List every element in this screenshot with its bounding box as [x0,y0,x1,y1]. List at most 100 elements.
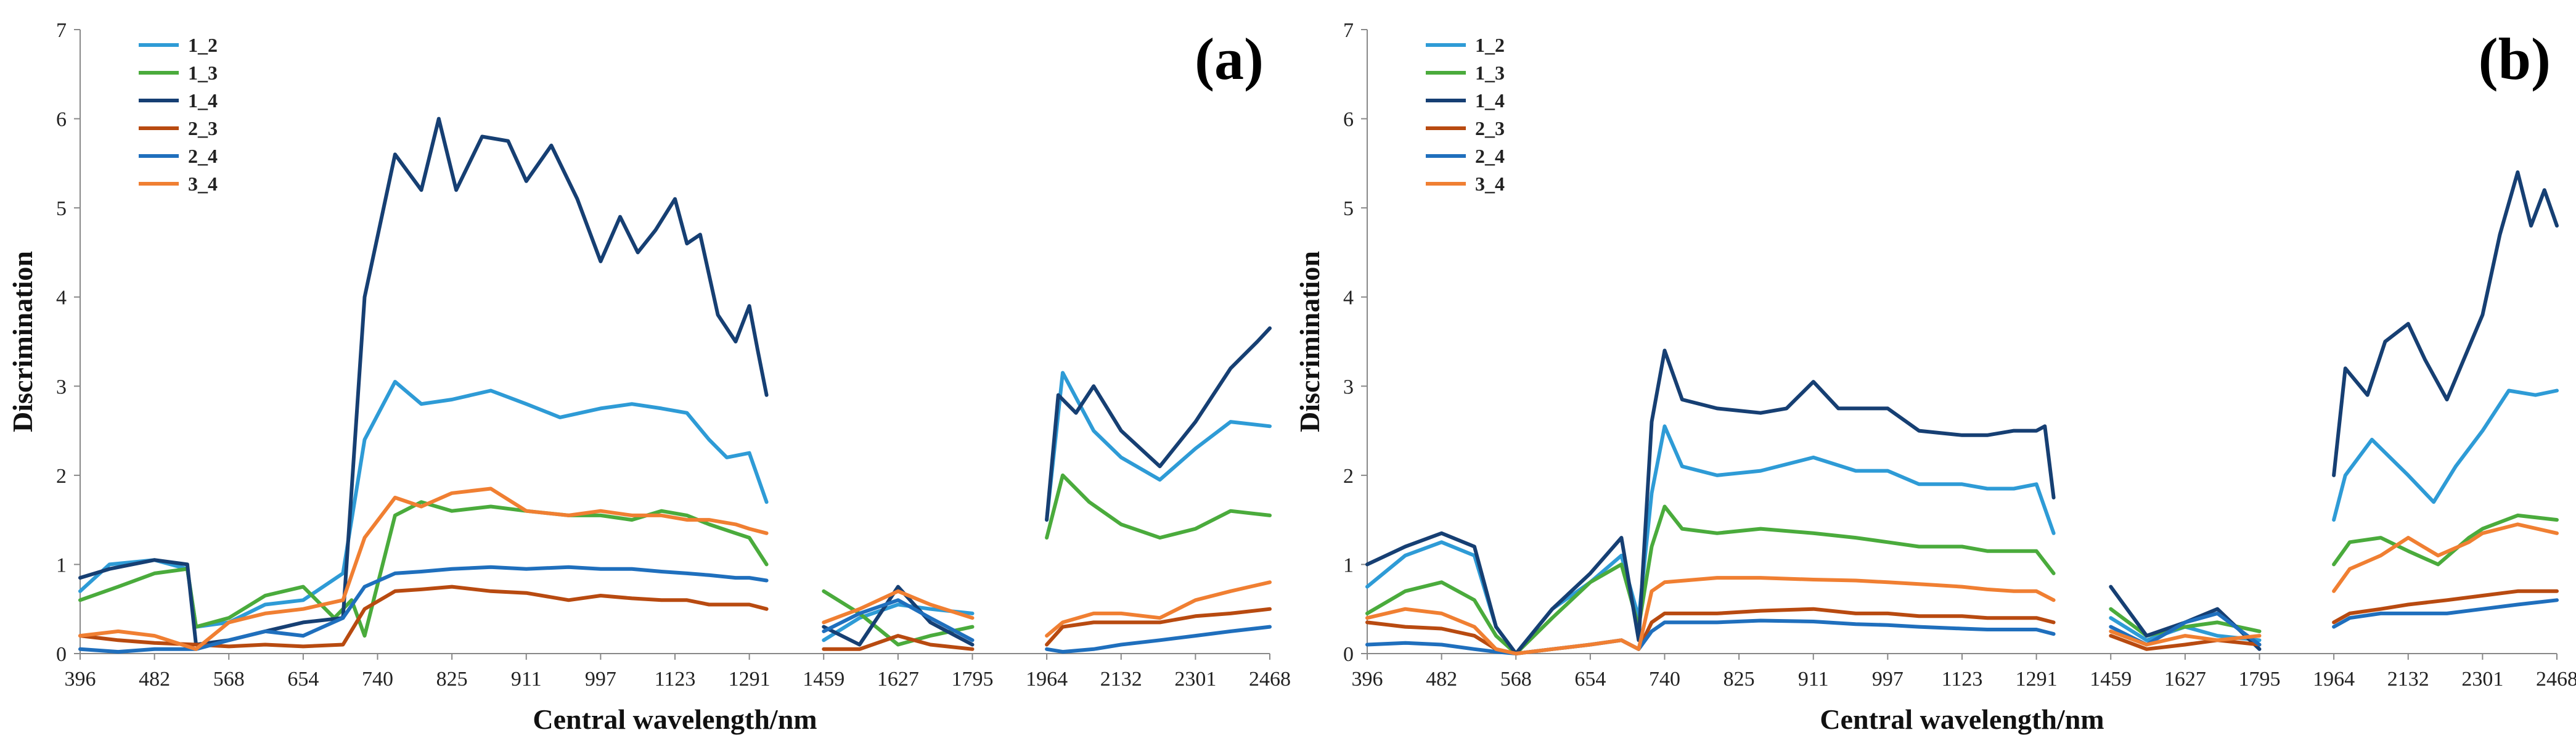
legend-label-1-2: 1_2 [188,34,218,56]
x-axis-title: Central wavelength/nm [1820,704,2104,735]
x-tick-label: 1123 [1942,668,1983,691]
y-tick-label: 5 [1343,197,1354,220]
x-tick-label: 825 [436,668,468,691]
y-tick-label: 4 [56,287,67,310]
x-tick-label: 396 [1352,668,1383,691]
y-tick-label: 3 [1343,376,1354,398]
x-tick-label: 1964 [2313,668,2355,691]
x-tick-label: 654 [287,668,319,691]
series-line-1-4-part3 [2332,170,2559,477]
y-tick-label: 5 [56,197,67,220]
x-tick-label: 1291 [2016,668,2058,691]
series-line-1-3-part1 [78,500,769,638]
x-tick-label: 1795 [2239,668,2281,691]
series-line-1-4-part2 [822,585,975,647]
y-tick-label: 1 [56,554,67,577]
series-line-1-2-part3 [2332,388,2559,522]
x-tick-label: 2132 [2387,668,2429,691]
panel-label: (b) [2479,26,2551,92]
legend-label-2-4: 2_4 [188,145,218,167]
x-tick-label: 1459 [803,668,844,691]
y-tick-label: 2 [56,465,67,488]
series-line-1-4-part1 [1365,348,2056,655]
y-tick-label: 7 [1343,19,1354,42]
x-tick-label: 482 [1426,668,1457,691]
series-line-2-3-part2 [822,634,975,651]
x-tick-label: 2468 [1249,668,1291,691]
x-tick-label: 1459 [2090,668,2132,691]
x-tick-label: 1291 [729,668,771,691]
legend-label-1-2: 1_2 [1475,34,1505,56]
x-tick-label: 396 [65,668,96,691]
series-line-1-2-part3 [1045,371,1272,522]
series-line-3-4-part1 [78,486,769,651]
y-tick-label: 7 [56,19,67,42]
y-tick-label: 6 [1343,109,1354,131]
x-axis-title: Central wavelength/nm [533,704,817,735]
series-line-2-4-part2 [822,598,975,642]
legend-label-1-3: 1_3 [1475,62,1505,84]
x-tick-label: 1627 [2164,668,2206,691]
x-tick-label: 997 [1872,668,1903,691]
series-line-1-3-part2 [822,589,975,647]
series-line-2-3-part1 [1365,607,2056,655]
x-tick-label: 740 [1649,668,1680,691]
x-tick-label: 482 [139,668,170,691]
series-line-3-4-part3 [2332,522,2559,593]
x-tick-label: 825 [1723,668,1755,691]
legend-label-2-3: 2_3 [1475,117,1505,139]
chart-panel-b: 0 1 2 3 4 5 6 7 396 482 568 654 740 825 911 997 1123 1291… [1294,19,2576,735]
series-line-3-4-part2 [822,589,975,625]
series-line-2-4-part1 [78,565,769,654]
series-line-1-4-part3 [1045,326,1272,522]
x-tick-label: 911 [1798,668,1829,691]
series-line-1-2-part1 [1365,424,2056,655]
series-line-1-4-part1 [78,117,769,647]
series-line-2-4-part1 [1365,618,2056,655]
series-line-3-4-part3 [1045,580,1272,638]
x-tick-label: 911 [511,668,542,691]
y-tick-label: 0 [1343,643,1354,666]
series-line-1-3-part3 [2332,513,2559,567]
x-tick-label: 1795 [952,668,994,691]
legend-label-3-4: 3_4 [188,173,218,195]
x-tick-label: 2301 [1174,668,1216,691]
legend-label-2-3: 2_3 [188,117,218,139]
x-tick-label: 2468 [2536,668,2576,691]
y-axis-title: Discrimination [7,251,38,432]
x-tick-label: 997 [585,668,616,691]
x-tick-label: 568 [213,668,245,691]
y-tick-label: 2 [1343,465,1354,488]
x-tick-label: 2132 [1100,668,1142,691]
series-line-2-3-part1 [78,585,769,649]
y-tick-label: 6 [56,109,67,131]
series-line-1-3-part3 [1045,473,1272,540]
series-line-3-4-part2 [2109,629,2262,647]
chart-panel-a: 0 1 2 3 4 5 6 7 396 482 568 654 740 825 911 997 1123 1291… [7,19,1291,735]
legend-label-3-4: 3_4 [1475,173,1505,195]
x-tick-label: 1964 [1026,668,1068,691]
legend: 1_2 1_3 1_4 2_3 2_4 3_4 [139,34,218,195]
series-line-2-4-part3 [2332,598,2559,629]
x-tick-label: 1123 [655,668,696,691]
legend-label-1-4: 1_4 [1475,89,1505,112]
legend-label-2-4: 2_4 [1475,145,1505,167]
y-tick-label: 4 [1343,287,1354,310]
x-tick-label: 568 [1500,668,1532,691]
x-tick-label: 654 [1574,668,1606,691]
x-tick-label: 1627 [877,668,919,691]
series-line-2-4-part3 [1045,625,1272,654]
legend-label-1-4: 1_4 [188,89,218,112]
series-line-2-3-part2 [2109,634,2262,651]
panel-label: (a) [1195,26,1264,92]
x-tick-label: 2301 [2461,668,2503,691]
legend-label-1-3: 1_3 [188,62,218,84]
series-line-1-3-part1 [1365,504,2056,655]
series-line-3-4-part1 [1365,576,2056,655]
y-tick-label: 3 [56,376,67,398]
series-line-2-3-part3 [2332,589,2559,625]
series-line-2-3-part3 [1045,607,1272,647]
y-tick-label: 1 [1343,554,1354,577]
y-tick-label: 0 [56,643,67,666]
